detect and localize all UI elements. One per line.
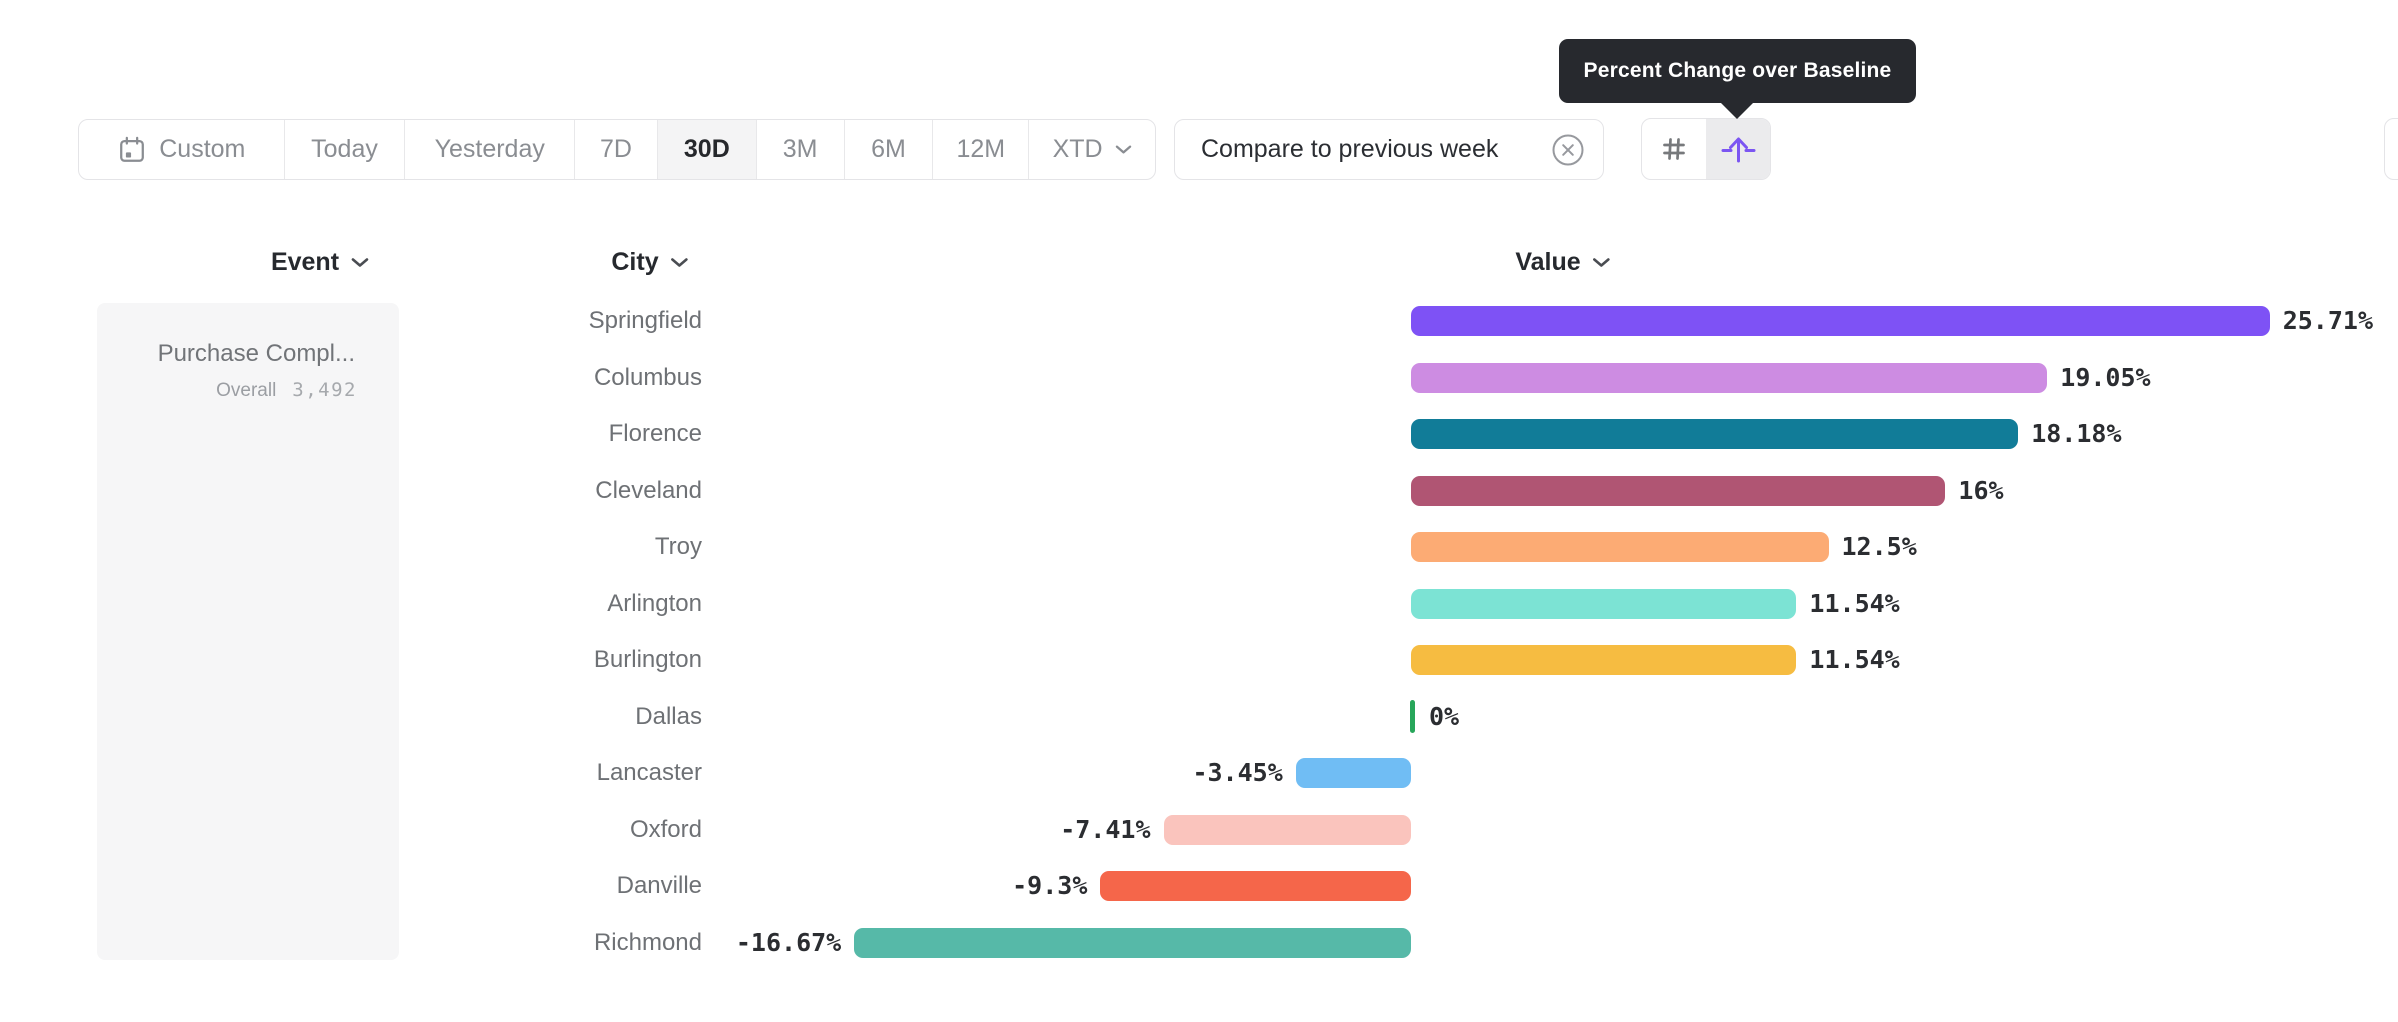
column-header-label: City (611, 247, 659, 276)
date-range-custom[interactable]: Custom (79, 120, 285, 179)
overall-value: 3,492 (292, 379, 357, 401)
column-header-city[interactable]: City (611, 247, 688, 277)
bar-columbus[interactable] (1411, 362, 2048, 393)
date-range-30d[interactable]: 30D (657, 120, 757, 179)
value-label-florence: 18.18% (2031, 419, 2122, 448)
bar-danville[interactable] (1100, 871, 1411, 901)
bar-florence[interactable] (1411, 419, 2019, 449)
column-header-label: Value (1515, 247, 1581, 276)
city-label-richmond: Richmond (593, 928, 702, 956)
value-label-oxford: -7.41% (1060, 814, 1151, 844)
hash-icon (1658, 133, 1690, 165)
chevron-down-icon (1593, 257, 1611, 268)
date-range-label: 3M (782, 135, 818, 163)
chevron-down-icon (1115, 144, 1132, 155)
bar-oxford[interactable] (1163, 814, 1411, 845)
column-header-event[interactable]: Event (271, 247, 369, 277)
value-label-danville: -9.3% (1012, 871, 1088, 900)
bar-burlington[interactable] (1411, 645, 1797, 675)
value-label-columbus: 19.05% (2060, 362, 2151, 392)
value-label-burlington: 11.54% (1809, 645, 1900, 674)
event-panel[interactable]: Purchase Compl... Overall 3,492 (97, 303, 399, 960)
date-range-label: 12M (956, 135, 1006, 163)
city-label-burlington: Burlington (593, 646, 702, 673)
tooltip-percent-change-over-baseline: Percent Change over Baseline (1559, 39, 1916, 119)
chevron-down-icon (351, 257, 369, 268)
value-label-lancaster: -3.45% (1192, 758, 1283, 787)
compare-chip-label: Compare to previous week (1201, 135, 1499, 163)
bar-troy[interactable] (1411, 532, 1829, 562)
date-range-12m[interactable]: 12M (933, 120, 1030, 179)
tooltip-text: Percent Change over Baseline (1583, 59, 1892, 82)
percent-change-baseline-toggle-button[interactable] (1706, 119, 1770, 179)
date-range-toolbar: Custom Today Yesterday 7D 30D 3M 6M 12M … (78, 119, 1156, 180)
date-range-3m[interactable]: 3M (757, 120, 845, 179)
bar-richmond[interactable] (854, 927, 1411, 958)
date-range-yesterday[interactable]: Yesterday (405, 120, 576, 179)
date-range-label: 7D (600, 135, 632, 163)
value-label-cleveland: 16% (1958, 475, 2004, 505)
bar-arlington[interactable] (1411, 588, 1797, 619)
bar-lancaster[interactable] (1295, 758, 1411, 788)
bar-dallas[interactable] (1410, 700, 1415, 733)
city-label-springfield: Springfield (588, 307, 702, 334)
date-range-today[interactable]: Today (285, 120, 406, 179)
date-range-label: Yesterday (434, 135, 545, 163)
city-label-dallas: Dallas (635, 702, 702, 730)
percent-change-baseline-icon (1720, 132, 1757, 166)
event-overall-row: Overall 3,492 (216, 379, 357, 402)
city-label-lancaster: Lancaster (596, 759, 702, 786)
date-range-label: XTD (1052, 135, 1103, 163)
city-label-florence: Florence (608, 420, 702, 447)
chevron-down-icon (671, 257, 689, 268)
column-header-value[interactable]: Value (1515, 247, 1610, 277)
bar-springfield[interactable] (1411, 306, 2270, 336)
value-display-toggle (1641, 118, 1771, 180)
date-range-label: 6M (871, 135, 906, 163)
city-label-oxford: Oxford (629, 815, 702, 843)
value-label-richmond: -16.67% (735, 927, 842, 957)
city-label-arlington: Arlington (607, 589, 702, 617)
date-range-6m[interactable]: 6M (845, 120, 934, 179)
compare-to-previous-week-chip[interactable]: Compare to previous week (1174, 119, 1604, 180)
date-range-label: Today (311, 135, 378, 163)
date-range-xtd[interactable]: XTD (1029, 120, 1155, 179)
date-range-7d[interactable]: 7D (575, 120, 658, 179)
value-label-springfield: 25.71% (2282, 306, 2374, 335)
value-label-arlington: 11.54% (1809, 588, 1900, 618)
circle-x-icon[interactable] (1551, 133, 1585, 167)
date-range-label: Custom (159, 135, 246, 163)
bar-cleveland[interactable] (1411, 475, 1946, 506)
clipped-toolbar-button[interactable] (2384, 118, 2398, 180)
value-label-dallas: 0% (1429, 701, 1460, 731)
city-label-troy: Troy (654, 533, 702, 560)
date-range-label: 30D (683, 135, 730, 163)
value-label-troy: 12.5% (1841, 532, 1917, 561)
city-label-cleveland: Cleveland (595, 476, 702, 504)
city-label-columbus: Columbus (593, 363, 702, 391)
event-name: Purchase Compl... (157, 340, 355, 367)
calendar-icon (117, 135, 147, 165)
overall-label: Overall (216, 380, 277, 401)
absolute-numbers-toggle-button[interactable] (1642, 119, 1706, 179)
column-header-label: Event (270, 247, 340, 276)
city-label-danville: Danville (616, 872, 702, 899)
tooltip-arrow (1720, 102, 1754, 119)
